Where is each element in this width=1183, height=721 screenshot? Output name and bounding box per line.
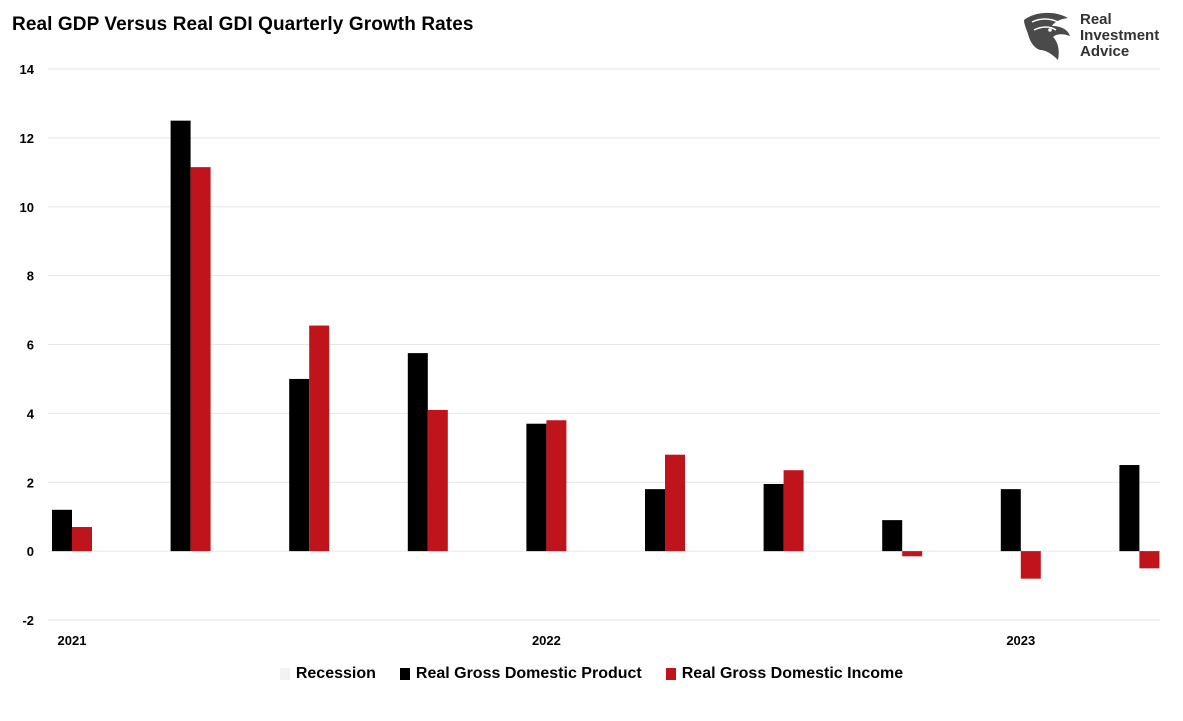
x-tick-label: 2022 <box>532 633 561 648</box>
y-tick-label: 6 <box>27 338 34 353</box>
bar-gdi <box>783 470 804 552</box>
bar-gdi <box>190 167 211 552</box>
logo-line-1: Real <box>1080 11 1112 28</box>
legend-label-recession: Recession <box>295 665 376 682</box>
bar-gdp <box>526 423 547 552</box>
bar-gdp <box>407 353 428 552</box>
y-tick-label: 0 <box>27 544 34 559</box>
bar-gdi <box>1139 551 1160 569</box>
logo-line-3: Advice <box>1080 43 1130 60</box>
bar-gdi <box>427 409 448 552</box>
logo: Real Investment Advice <box>1020 10 1180 66</box>
bar-gdp <box>645 489 665 552</box>
chart-title: Real GDP Versus Real GDI Quarterly Growt… <box>12 14 474 35</box>
y-tick-label: 12 <box>20 131 34 146</box>
bar-gdp <box>170 120 191 552</box>
bar-gdi <box>546 420 567 552</box>
bar-gdp <box>289 378 310 552</box>
legend-item-gdp: Real Gross Domestic Product <box>399 665 642 683</box>
legend-item-recession: Recession <box>279 665 376 683</box>
y-tick-label: -2 <box>22 613 34 628</box>
bar-gdi <box>72 527 92 552</box>
bar-gdp <box>1000 489 1021 552</box>
legend-swatch-gdi <box>665 668 676 680</box>
x-tick-label: 2023 <box>1006 633 1035 648</box>
bar-chart: 14 12 10 8 6 4 2 0 -2 2021 2022 2023 <box>20 62 1160 648</box>
bar-gdi <box>1020 551 1041 579</box>
y-tick-label: 14 <box>20 62 35 77</box>
legend-swatch-recession <box>279 668 290 680</box>
logo-line-2: Investment <box>1080 27 1160 44</box>
y-tick-label: 2 <box>27 475 34 490</box>
legend-item-gdi: Real Gross Domestic Income <box>665 665 904 683</box>
y-tick-label: 4 <box>27 406 35 421</box>
legend-swatch-gdp <box>399 668 410 680</box>
legend: Recession Real Gross Domestic Product Re… <box>0 665 1183 683</box>
bar-gdi <box>665 454 685 552</box>
bar-gdi <box>902 551 923 557</box>
bar-gdp <box>882 520 903 552</box>
bar-gdp <box>52 509 72 552</box>
y-tick-label: 8 <box>27 269 34 284</box>
legend-label-gdi: Real Gross Domestic Income <box>681 665 904 682</box>
eagle-logo-icon <box>1024 12 1070 60</box>
bar-gdi <box>309 325 330 552</box>
legend-label-gdp: Real Gross Domestic Product <box>415 665 642 682</box>
x-tick-label: 2021 <box>58 633 87 648</box>
y-tick-label: 10 <box>20 200 34 215</box>
bar-gdp <box>763 483 784 552</box>
bar-gdp <box>1119 465 1140 552</box>
